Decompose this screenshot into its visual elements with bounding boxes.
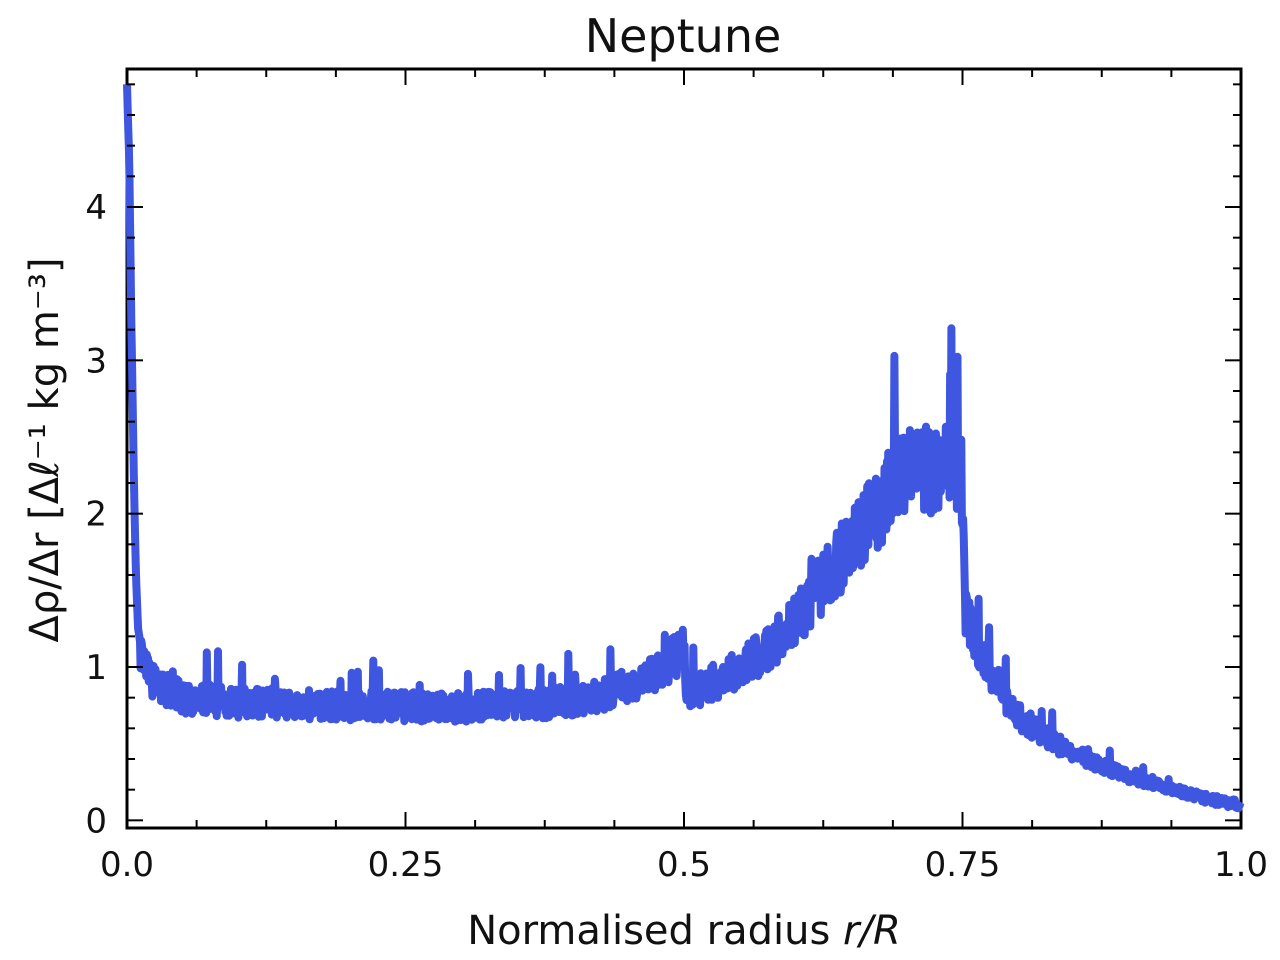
y-tick-label: 3 bbox=[85, 341, 107, 381]
series-line bbox=[123, 84, 1245, 813]
y-tick-label: 1 bbox=[85, 648, 107, 688]
x-tick-label: 0.5 bbox=[657, 845, 711, 885]
x-axis-label-variable: r/R bbox=[843, 908, 901, 954]
x-tick-label: 1.0 bbox=[1214, 845, 1268, 885]
y-tick-label: 2 bbox=[85, 495, 107, 535]
chart-title: Neptune bbox=[585, 9, 782, 63]
y-axis-label: Δρ/Δr [Δℓ⁻¹ kg m⁻³] bbox=[22, 257, 68, 642]
x-axis-label: Normalised radius r/R bbox=[467, 908, 900, 954]
x-axis-ticks: 0.0 0.25 0.5 0.75 1.0 bbox=[100, 69, 1268, 885]
y-axis-ticks: 0 1 2 3 4 bbox=[85, 83, 1241, 841]
y-tick-label: 0 bbox=[85, 801, 107, 841]
x-tick-label: 0.75 bbox=[925, 845, 1001, 885]
x-axis-label-text: Normalised radius bbox=[467, 908, 843, 954]
x-tick-label: 0.25 bbox=[368, 845, 444, 885]
x-tick-label: 0.0 bbox=[100, 845, 154, 885]
y-tick-label: 4 bbox=[85, 188, 107, 228]
plot-area: 0.0 0.25 0.5 0.75 1.0 0 1 2 3 4 bbox=[85, 67, 1268, 885]
